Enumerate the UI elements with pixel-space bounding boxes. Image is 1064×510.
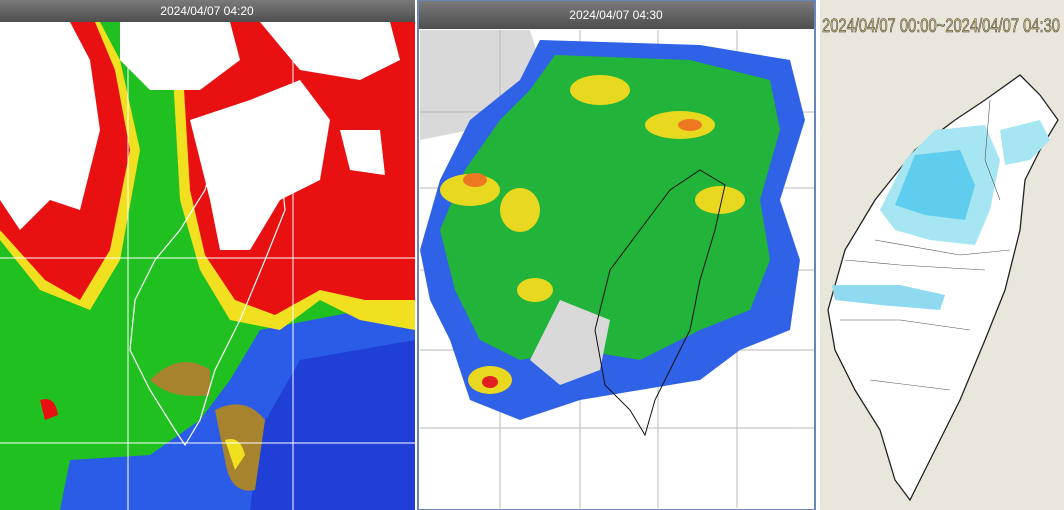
radar-image-part bbox=[517, 278, 553, 302]
satellite-image-part bbox=[340, 130, 385, 175]
radar-panel: 2024/04/07 04:30 bbox=[417, 0, 816, 510]
header-bar bbox=[0, 0, 415, 22]
rain-area bbox=[895, 150, 975, 220]
satellite-image-part bbox=[0, 22, 100, 230]
satellite-image-part bbox=[150, 362, 210, 396]
satellite-image-part bbox=[250, 340, 415, 510]
rain-area bbox=[1000, 120, 1050, 165]
radar-image-part bbox=[570, 75, 630, 105]
county-borders-part bbox=[840, 319, 971, 331]
timestamp: 2024/04/07 04:30 bbox=[569, 8, 663, 22]
radar-image-part bbox=[500, 188, 540, 232]
timestamp: 2024/04/07 04:20 bbox=[160, 4, 254, 18]
satellite-image-part bbox=[225, 439, 245, 470]
satellite-panel: 2024/04/07 04:20 bbox=[0, 0, 415, 510]
satellite-image bbox=[0, 22, 415, 510]
grid-lines bbox=[0, 22, 415, 510]
header-bar bbox=[419, 1, 814, 29]
county-borders-part bbox=[869, 379, 951, 391]
radar-image-part bbox=[463, 173, 487, 187]
satellite-image-part bbox=[190, 80, 330, 250]
county-borders bbox=[840, 99, 1011, 391]
timestamp: 2024/04/07 00:00~2024/04/07 04:30 bbox=[822, 16, 1060, 37]
coastline bbox=[129, 119, 286, 447]
satellite-image-part bbox=[40, 399, 58, 420]
radar-image-part bbox=[482, 376, 498, 388]
county-borders-part bbox=[984, 99, 1001, 201]
county-borders-part bbox=[874, 239, 1011, 256]
rainfall-panel: 2024/04/07 00:00~2024/04/07 04:30 bbox=[820, 0, 1064, 510]
island-outline bbox=[827, 74, 1059, 502]
coastline bbox=[594, 169, 726, 437]
radar-image bbox=[420, 30, 814, 508]
satellite-image-part bbox=[260, 22, 400, 80]
radar-image-part bbox=[530, 300, 610, 385]
radar-image-part bbox=[678, 119, 702, 131]
radar-image-part bbox=[695, 186, 745, 214]
county-borders-part bbox=[844, 259, 986, 271]
satellite-image-part bbox=[120, 22, 240, 90]
rain-area bbox=[832, 285, 945, 310]
